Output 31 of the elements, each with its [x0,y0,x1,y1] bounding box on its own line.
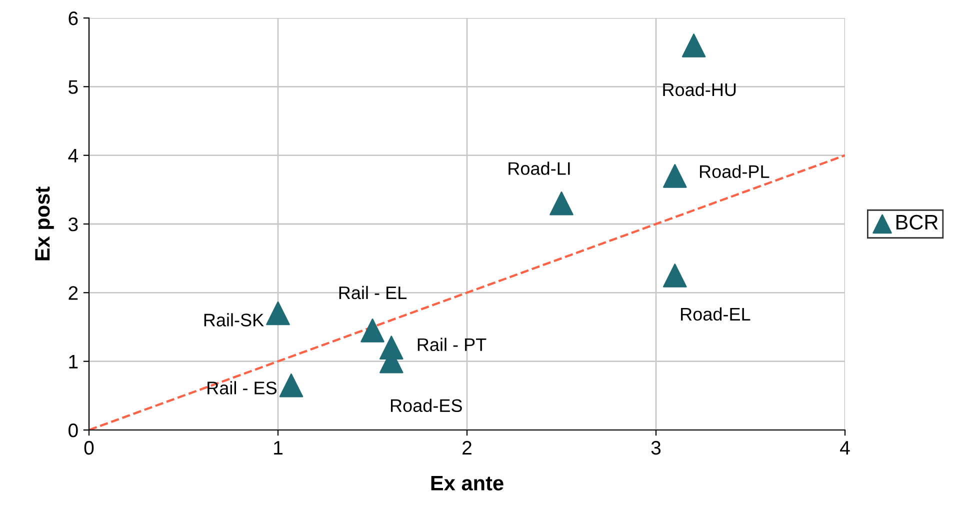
point [266,301,290,326]
y-tick-label: 4 [68,149,78,162]
y-tick-label: 1 [69,355,78,368]
y-axis-title: Ex post [35,186,54,260]
legend-label: BCR [896,214,938,230]
point [360,318,384,342]
annotation: Rail - EL [339,286,407,300]
x-tick-label: 3 [651,440,661,455]
x-tick-label: 0 [84,440,94,455]
y-tick-label: 3 [68,217,78,232]
annotation: Road-PL [700,164,770,178]
x-axis-title: Ex ante [431,476,504,491]
x-tick-label: 4 [840,441,850,455]
annotation: Rail-SK [204,313,264,326]
annotation: Road-EL [681,307,750,321]
annotation: Road-LI [508,162,570,175]
annotation: Road-HU [663,82,736,96]
y-tick-label: 2 [68,286,78,300]
point [663,164,687,188]
point [550,192,574,216]
annotation: Rail - ES [208,381,277,394]
x-tick-label: 1 [274,441,282,455]
point [663,264,687,288]
annotation: Rail - PT [418,338,486,352]
annotation: Road-ES [390,398,462,412]
y-tick-label: 0 [68,423,78,438]
y-tick-label: 6 [68,11,78,26]
x-tick-label: 2 [462,440,472,455]
point [279,373,304,398]
point [682,34,706,58]
y-tick-label: 5 [68,80,78,94]
